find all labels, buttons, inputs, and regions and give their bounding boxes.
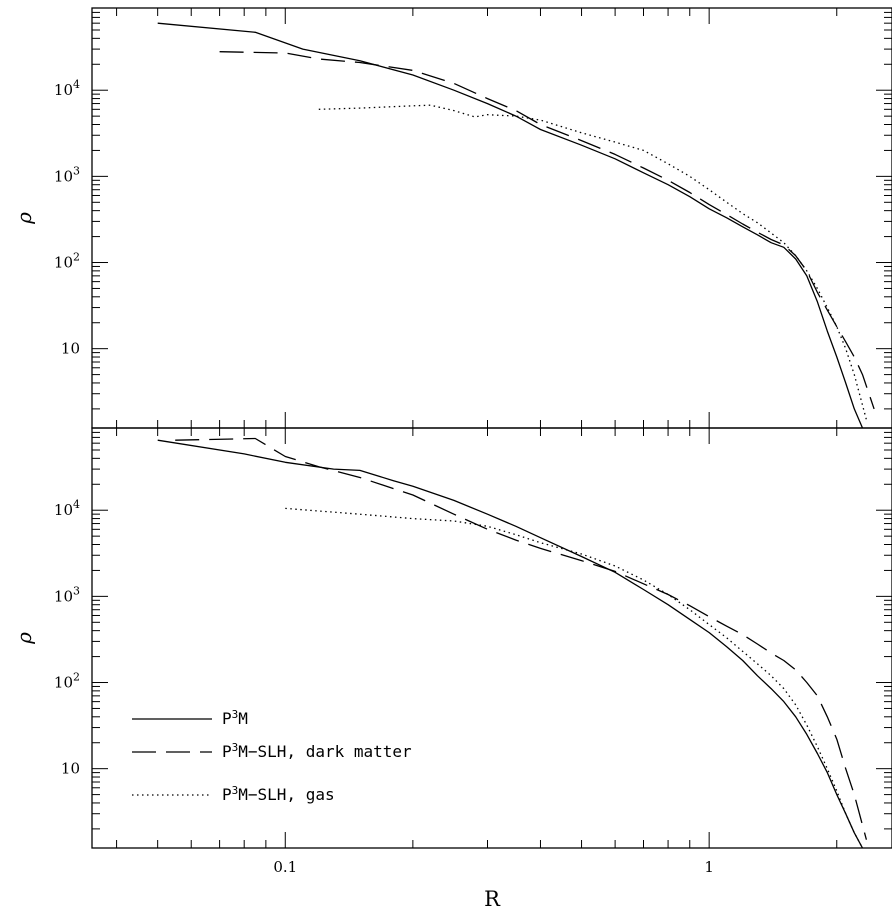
y-tick-label-exponent: 4 [73,78,80,91]
y-tick-label-base: 10 [54,587,73,605]
series-line-dotted [285,507,864,848]
legend-label-base: P [222,742,232,761]
x-axis-label: R [484,887,501,909]
y-tick-label: 102 [54,251,80,272]
y-tick-label-base: 10 [54,501,73,519]
x-tick-label: 0.1 [273,858,297,876]
y-tick-label: 103 [54,584,80,605]
x-tick-label: 1 [704,858,714,876]
legend-label-base: P [222,709,232,728]
y-tick-label: 104 [54,78,80,99]
y-tick-label: 10 [61,760,80,778]
y-tick-label: 102 [54,671,80,692]
legend-item: P3M [132,708,248,728]
legend-label-base: P [222,785,232,804]
y-tick-label-base: 10 [54,674,73,692]
y-tick-label-exponent: 4 [73,498,80,511]
y-tick-label-base: 10 [61,760,80,778]
y-tick-label-exponent: 2 [73,251,80,264]
plot-frame [91,427,892,849]
y-tick-label-base: 10 [54,254,73,272]
y-tick-label-exponent: 3 [73,164,80,177]
y-tick-label-base: 10 [54,167,73,185]
y-tick-label: 104 [54,498,80,519]
legend-item: P3M−SLH, gas [132,784,335,804]
y-axis-label: ρ [12,212,36,225]
legend-label: P3M [222,708,248,728]
legend-item: P3M−SLH, dark matter [132,741,412,761]
y-tick-label: 10 [61,340,80,358]
legend-label-rest: M−SLH, gas [238,785,334,804]
series-line-long-dash [219,51,875,410]
legend-label: P3M−SLH, gas [222,784,335,804]
y-tick-label: 103 [54,164,80,185]
y-tick-label-base: 10 [54,81,73,99]
legend-label-rest: M−SLH, dark matter [238,742,412,761]
legend-label-superscript: 3 [232,708,239,721]
legend-label-rest: M [238,709,248,728]
legend-label: P3M−SLH, dark matter [222,741,412,761]
legend-label-superscript: 3 [232,784,239,797]
legend-label-superscript: 3 [232,741,239,754]
series-line-long-dash [175,437,868,840]
y-tick-label-base: 10 [61,340,80,358]
series-line-dotted [318,104,868,420]
series-line-solid [157,22,864,428]
y-axis-label: ρ [12,632,36,645]
plot-frame [91,7,892,429]
y-tick-label-exponent: 3 [73,584,80,597]
series-line-solid [157,439,864,848]
y-tick-label-exponent: 2 [73,671,80,684]
